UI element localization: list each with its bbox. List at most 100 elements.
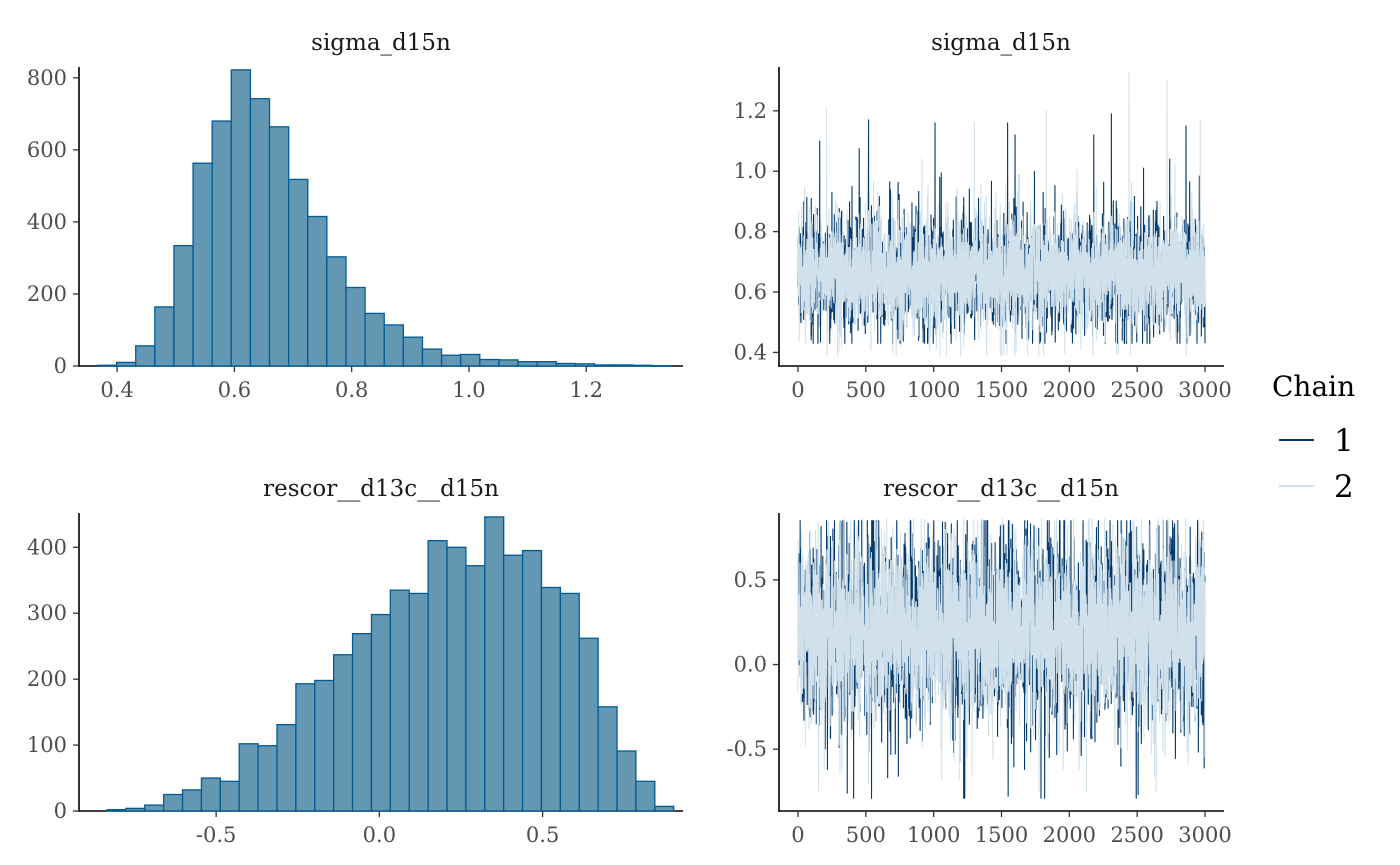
hist-y-tick-label: 100 <box>27 733 67 757</box>
histogram-bar <box>173 245 194 367</box>
histogram-bar <box>616 750 637 812</box>
histogram-bar <box>326 256 347 367</box>
trace-x-tick-label: 2500 <box>1110 823 1163 847</box>
histogram-bar <box>364 312 385 367</box>
histogram-bar <box>574 363 596 367</box>
histogram-bar <box>654 805 675 812</box>
histogram-bar <box>503 554 524 812</box>
hist-y-tick-label: 200 <box>27 667 67 691</box>
hist-y-tick-label: 300 <box>27 601 67 625</box>
trace-x-tick-label: 500 <box>846 378 886 402</box>
histogram-bar <box>351 633 373 812</box>
histogram-bar <box>593 364 615 367</box>
histogram-bar <box>389 589 410 812</box>
histogram-bar <box>521 549 543 812</box>
hist-y-tick-label: 0 <box>54 799 67 823</box>
trace-x-tick-label: 500 <box>846 823 886 847</box>
histogram-bar <box>479 358 500 367</box>
histogram-bar <box>440 354 462 367</box>
histogram-bar <box>555 362 577 367</box>
histogram-bar <box>268 126 290 367</box>
histogram-bar <box>115 361 137 367</box>
histogram-bar <box>612 364 634 367</box>
histogram-bar <box>96 364 118 367</box>
histogram-bar <box>106 809 127 812</box>
histogram-bar <box>135 345 156 367</box>
hist-plot-rescor: -0.5 0.0 0.5 0 100 200 300 400 <box>27 513 683 847</box>
hist-x-tick-label: -0.5 <box>196 823 237 847</box>
trace-x-tick-label: 2500 <box>1110 378 1163 402</box>
hist-y-tick-label: 800 <box>27 66 67 90</box>
trace-line-chain-2 <box>797 518 1206 793</box>
hist-x-tick-label: 0.0 <box>363 823 396 847</box>
hist-x-tick-label: 0.4 <box>100 378 133 402</box>
histogram-bar <box>421 348 443 367</box>
trace-x-tick-label: 0 <box>791 378 804 402</box>
hist-x-tick-label: 0.5 <box>526 823 559 847</box>
histogram-bar <box>536 361 557 367</box>
hist-x-tick-label: 1.0 <box>452 378 485 402</box>
hist-plot-sigma: 0.4 0.6 0.8 1.0 1.2 0 200 400 600 800 <box>27 66 683 402</box>
trace-x-tick-label: 1500 <box>975 823 1028 847</box>
trace-x-tick-label: 1000 <box>907 378 960 402</box>
trace-y-tick-label: 1.2 <box>734 99 767 123</box>
histogram-bar <box>635 780 656 812</box>
trace-x-tick-label: 3000 <box>1178 378 1231 402</box>
histogram-bar <box>181 789 203 812</box>
histogram-bar <box>230 69 252 367</box>
histogram-bar <box>125 807 146 812</box>
histogram-bar <box>287 178 309 367</box>
hist-x-tick-label: 0.6 <box>218 378 251 402</box>
trace-x-tick-label: 2000 <box>1043 823 1096 847</box>
histogram-bar <box>295 683 316 812</box>
histogram-bar <box>498 359 519 367</box>
histogram-bar <box>333 654 354 812</box>
hist-y-tick-label: 400 <box>27 210 67 234</box>
histogram-bar <box>144 804 165 812</box>
trace-x-tick-label: 3000 <box>1178 823 1231 847</box>
histogram-bar <box>408 592 429 812</box>
hist-y-tick-label: 0 <box>54 354 67 378</box>
histogram-bar <box>307 215 328 367</box>
histogram-bar <box>238 743 259 812</box>
histogram-bar <box>219 780 240 812</box>
trace-y-tick-label: 0.5 <box>734 568 767 592</box>
panel-title-trace-rescor: rescor__d13c__d15n <box>883 476 1119 502</box>
trace-y-tick-label: -0.5 <box>727 737 768 761</box>
histogram-bar <box>345 286 366 367</box>
trace-x-tick-label: 1500 <box>975 378 1028 402</box>
histogram-bar <box>540 586 562 812</box>
legend: Chain 1 2 <box>1272 370 1355 505</box>
trace-x-tick-label: 1000 <box>907 823 960 847</box>
trace-line-chain-2 <box>797 70 1206 356</box>
histogram-bar <box>257 745 278 812</box>
histogram-bar <box>211 120 232 367</box>
trace-plot-sigma: 0 500 1000 1500 2000 2500 3000 0.4 0.6 0.8 1.0 1.2 <box>734 67 1232 402</box>
hist-x-tick-label: 0.8 <box>335 378 368 402</box>
hist-panel-sigma: sigma_d15n 0.4 0.6 0.8 1.0 1.2 0 200 400 600 800 <box>27 30 683 402</box>
panel-title-hist-rescor: rescor__d13c__d15n <box>263 476 499 502</box>
histogram-bar <box>314 679 335 812</box>
legend-label-chain-2: 2 <box>1334 469 1354 505</box>
hist-y-tick-label: 400 <box>27 535 67 559</box>
hist-y-tick-label: 200 <box>27 282 67 306</box>
histogram-bar <box>651 364 672 367</box>
histogram-bar <box>370 613 391 812</box>
legend-title: Chain <box>1272 370 1355 403</box>
trace-panel-sigma: sigma_d15n 0 500 1000 1500 2000 2500 3000 0.4 0.… <box>734 30 1232 402</box>
trace-x-tick-label: 2000 <box>1043 378 1096 402</box>
trace-y-tick-label: 0.8 <box>734 220 767 244</box>
histogram-bar <box>484 516 505 812</box>
histogram-bar <box>446 546 467 812</box>
histogram-bar <box>559 592 580 812</box>
trace-y-tick-label: 0.4 <box>734 340 767 364</box>
histogram-bar <box>154 306 175 367</box>
hist-panel-rescor: rescor__d13c__d15n -0.5 0.0 0.5 0 100 200 300 4… <box>27 476 683 847</box>
panel-title-trace-sigma: sigma_d15n <box>931 30 1071 56</box>
histogram-bar <box>383 324 404 367</box>
histogram-bar <box>517 361 538 367</box>
trace-plot-rescor: 0 500 1000 1500 2000 2500 3000 -0.5 0.0 0.5 <box>727 513 1232 847</box>
histogram-bar <box>249 98 271 367</box>
legend-label-chain-1: 1 <box>1334 423 1354 459</box>
